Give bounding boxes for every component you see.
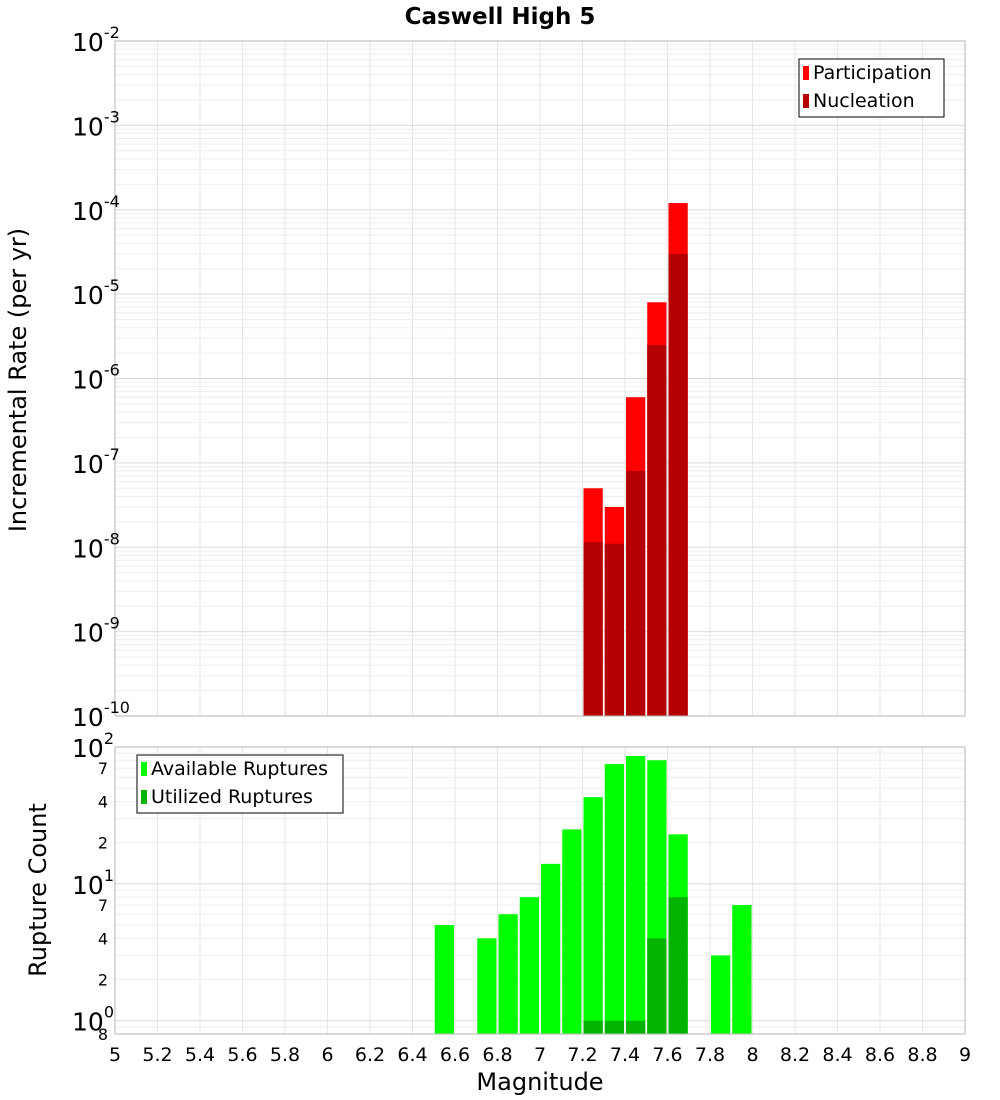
x-tick-label: 6.6 — [440, 1044, 470, 1066]
x-tick-label: 6 — [321, 1044, 333, 1066]
rate-grid — [114, 41, 966, 717]
rate-y-axis-title: Incremental Rate (per yr) — [4, 228, 32, 532]
x-tick-label: 7.4 — [610, 1044, 640, 1066]
rate-y-tick-label: 10-10 — [72, 698, 130, 732]
utilized-ruptures-bar — [583, 1020, 603, 1034]
rate-y-tick-label: 10-2 — [72, 23, 120, 57]
count-y-minor-tick-label: 7 — [98, 759, 108, 778]
count-legend-swatch — [141, 790, 147, 804]
rate-legend-label: Participation — [813, 62, 932, 84]
count-legend-swatch — [141, 762, 147, 776]
nucleation-bar — [647, 344, 667, 716]
rate-legend-box — [798, 58, 945, 118]
available-ruptures-bar — [498, 914, 518, 1034]
x-tick-label: 7.8 — [695, 1044, 725, 1066]
count-legend: Available Ruptures Utilized Ruptures — [136, 754, 344, 814]
rate-y-tick-label: 10-8 — [72, 529, 120, 563]
rate-bars — [583, 203, 688, 716]
x-tick-label: 8.4 — [822, 1044, 852, 1066]
x-tick-label: 7 — [534, 1044, 546, 1066]
count-y-tick-exponent: 1 — [104, 866, 114, 885]
utilized-ruptures-bar — [626, 1020, 646, 1034]
count-legend-box — [136, 754, 344, 814]
rate-y-tick-label: 10-4 — [72, 192, 120, 226]
chart-title: Caswell High 5 — [405, 4, 596, 30]
count-plot-border — [114, 746, 966, 1035]
nucleation-bar — [583, 542, 603, 716]
x-tick-label: 5.8 — [270, 1044, 300, 1066]
rate-y-tick-exponent: -7 — [104, 445, 120, 464]
rate-legend: Participation Nucleation — [798, 58, 945, 118]
rate-y-tick-label: 10-6 — [72, 361, 120, 395]
count-y-minor-tick-label: 7 — [98, 896, 108, 915]
x-tick-label: 8.6 — [865, 1044, 895, 1066]
rate-y-tick-label: 10-3 — [72, 107, 120, 141]
x-tick-label: 8 — [746, 1044, 758, 1066]
count-legend-label: Utilized Ruptures — [151, 786, 313, 808]
x-axis-title: Magnitude — [476, 1068, 603, 1096]
available-ruptures-bar — [519, 897, 539, 1034]
rate-y-tick-exponent: -8 — [104, 529, 120, 548]
rate-legend-swatch — [803, 66, 809, 80]
rate-y-tick-exponent: -10 — [104, 698, 130, 717]
x-tick-label: 8.2 — [780, 1044, 810, 1066]
rate-y-tick-label: 10-9 — [72, 614, 120, 648]
rate-panel: 10-10 10-9 10-8 10-7 10-6 10-5 10-4 10-3 10-2 In… — [4, 23, 966, 732]
count-legend-label: Available Ruptures — [151, 758, 328, 780]
x-tick-label: 5.2 — [142, 1044, 172, 1066]
available-ruptures-bar — [477, 938, 497, 1034]
count-bars — [434, 755, 752, 1034]
count-y-minor-tick-label: 4 — [98, 929, 108, 948]
count-y-minor-tick-label: 2 — [98, 971, 108, 990]
nucleation-bar — [626, 471, 646, 716]
count-y-minor-tick-label: 2 — [98, 834, 108, 853]
count-y-axis-title: Rupture Count — [24, 803, 52, 977]
x-tick-label: 7.2 — [567, 1044, 597, 1066]
nucleation-bar — [668, 253, 688, 716]
utilized-ruptures-bar — [647, 938, 667, 1034]
rate-y-tick-exponent: -6 — [104, 361, 120, 380]
available-ruptures-bar — [562, 829, 582, 1034]
available-ruptures-bar — [604, 764, 624, 1034]
x-tick-label: 6.8 — [482, 1044, 512, 1066]
rate-y-tick-exponent: -4 — [104, 192, 120, 211]
rate-y-tick-exponent: -3 — [104, 107, 120, 126]
nucleation-bar — [604, 543, 624, 716]
count-y-minor-tick-label: 4 — [98, 792, 108, 811]
available-ruptures-bar — [711, 955, 731, 1034]
rate-y-tick-exponent: -5 — [104, 276, 120, 295]
count-y-minor-tick-label: 8 — [98, 1025, 108, 1044]
x-tick-label: 7.6 — [652, 1044, 682, 1066]
rate-y-tick-exponent: -9 — [104, 614, 120, 633]
utilized-ruptures-bar — [604, 1020, 624, 1034]
x-tick-label: 5.6 — [227, 1044, 257, 1066]
x-tick-label: 9 — [959, 1044, 971, 1066]
rate-y-tick-label: 10-5 — [72, 276, 120, 310]
available-ruptures-bar — [583, 797, 603, 1034]
rate-y-tick-exponent: -2 — [104, 23, 120, 42]
rate-legend-swatch — [803, 94, 809, 108]
rate-legend-label: Nucleation — [813, 90, 915, 112]
utilized-ruptures-bar — [668, 897, 688, 1034]
count-y-tick-exponent: 2 — [104, 729, 114, 748]
x-tick-label: 6.4 — [397, 1044, 427, 1066]
available-ruptures-bar — [434, 925, 454, 1034]
x-tick-label: 8.8 — [907, 1044, 937, 1066]
count-y-tick-label: 102 — [72, 729, 114, 763]
x-tick-label: 5.4 — [185, 1044, 215, 1066]
rate-y-ticks: 10-10 10-9 10-8 10-7 10-6 10-5 10-4 10-3 10-2 — [72, 23, 130, 732]
available-ruptures-bar — [541, 863, 561, 1034]
available-ruptures-bar — [626, 755, 646, 1034]
available-ruptures-bar — [732, 905, 752, 1034]
count-y-tick-exponent: 0 — [104, 1003, 114, 1022]
x-tick-label: 6.2 — [355, 1044, 385, 1066]
rate-plot-border — [114, 40, 966, 717]
x-tick-label: 5 — [109, 1044, 121, 1066]
rate-y-tick-label: 10-7 — [72, 445, 120, 479]
x-ticks: 5 5.2 5.4 5.6 5.8 6 6.2 6.4 6.6 6.8 7 7.2 7.4 7.6 7.8 8… — [109, 1044, 971, 1066]
count-y-tick-label: 101 — [72, 866, 114, 900]
